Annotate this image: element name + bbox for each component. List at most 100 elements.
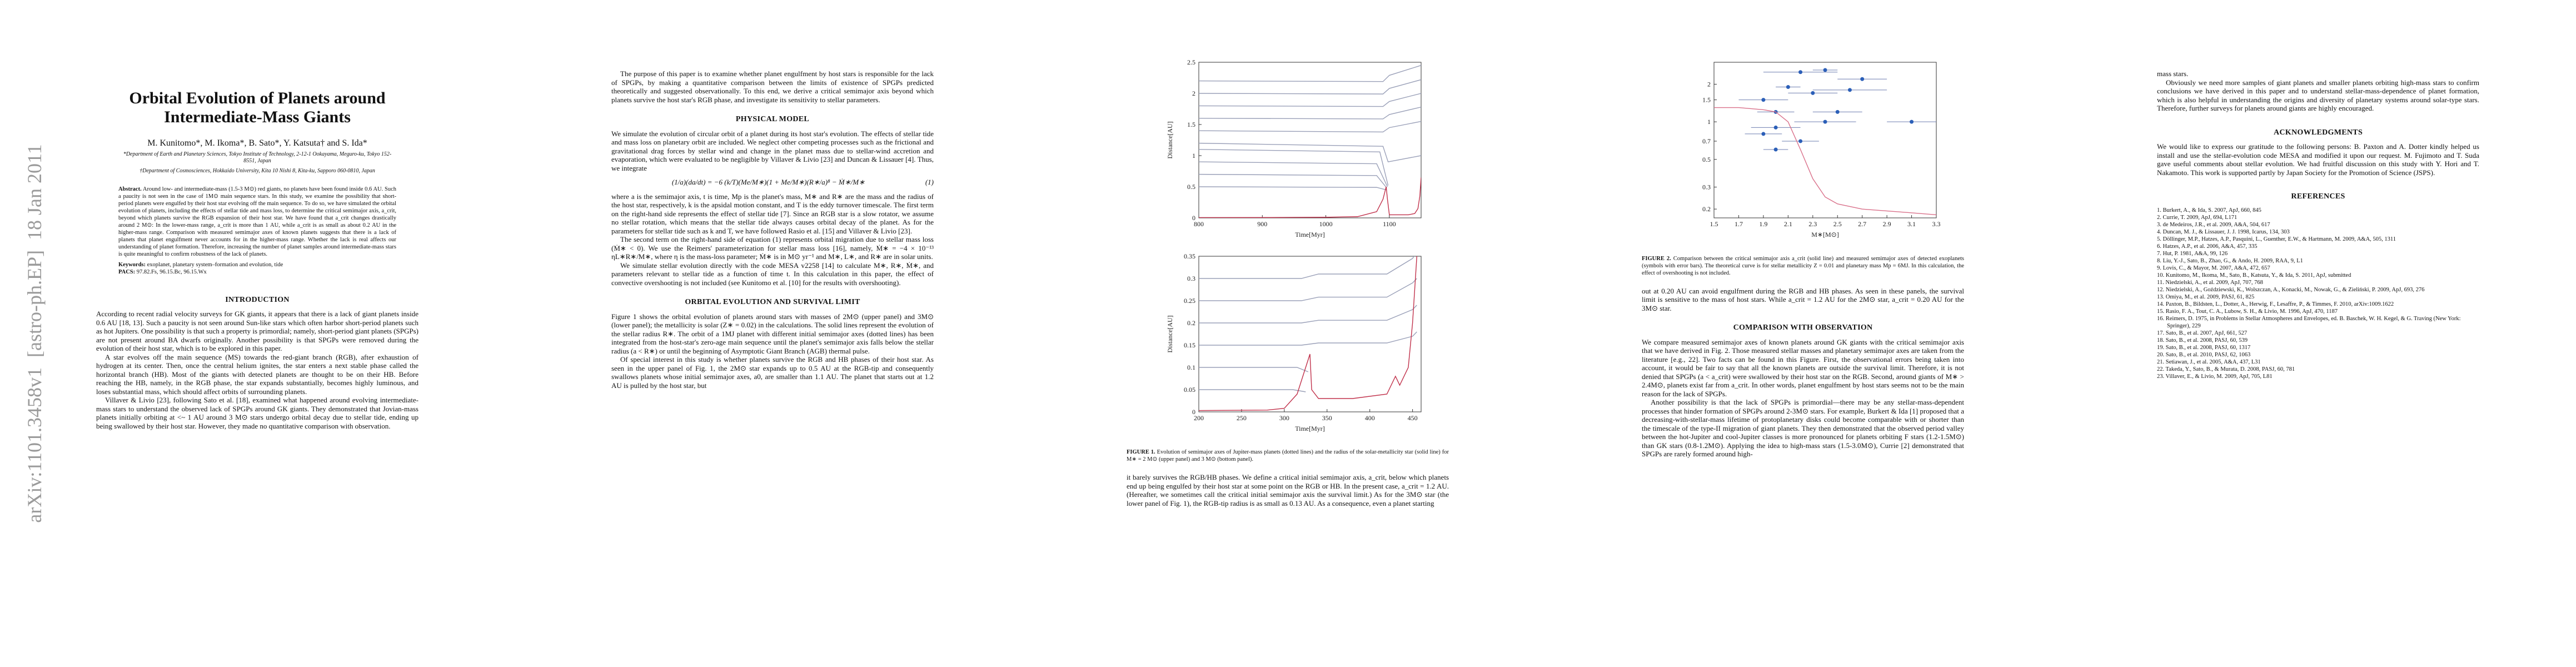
data-line xyxy=(1199,366,1309,372)
figure-caption: FIGURE 1. Evolution of semimajor axes of… xyxy=(1127,449,1449,463)
paragraph: it barely survives the RGB/HB phases. We… xyxy=(1127,473,1449,507)
y-tick-label: 1.5 xyxy=(1187,121,1195,128)
data-line xyxy=(1199,389,1306,392)
section-heading: COMPARISON WITH OBSERVATION xyxy=(1733,323,1873,332)
reference: 14. Paxton, B., Bildsten, L., Dotter, A.… xyxy=(2157,301,2394,307)
reference: 10. Kunitomo, M., Ikoma, M., Sato, B., K… xyxy=(2157,272,2351,278)
paragraph: According to recent radial velocity surv… xyxy=(96,310,418,352)
x-tick-label: 900 xyxy=(1257,220,1267,228)
y-tick-label: 0.15 xyxy=(1184,341,1195,349)
x-tick-label: 1000 xyxy=(1319,220,1333,228)
arxiv-stamp: arXiv:1101.3458v1 [astro-ph.EP] 18 Jan 2… xyxy=(23,144,46,523)
plot-area xyxy=(1199,256,1418,411)
page-5: mass stars. Obviously we need more sampl… xyxy=(2157,69,2479,380)
y-tick-label: 0 xyxy=(1192,214,1195,222)
plot-frame xyxy=(1198,256,1422,412)
pacs-text: 97.82.Fs, 96.15.Bc, 96.15.Wx xyxy=(136,268,207,275)
reference: 3. de Medeiros, J.R., et al. 2009, A&A, … xyxy=(2157,221,2270,228)
data-line xyxy=(1199,256,1418,411)
paragraph: We would like to express our gratitude t… xyxy=(2157,142,2479,177)
y-tick-label: 0.5 xyxy=(1187,183,1195,191)
reference: 18. Sato, B., et al. 2008, PASJ, 60, 539 xyxy=(2157,337,2248,344)
reference: 20. Sato, B., et al. 2010, PASJ, 62, 106… xyxy=(2157,351,2251,358)
y-axis-label: Distance[AU] xyxy=(1166,121,1174,158)
y-tick-label: 0.35 xyxy=(1184,252,1195,260)
data-line xyxy=(1199,142,1421,163)
paragraph: where a is the semimajor axis, t is time… xyxy=(611,192,934,235)
x-tick-label: 3.3 xyxy=(1932,220,1941,228)
figure-label: FIGURE 1. xyxy=(1127,449,1155,455)
x-tick-label: 1100 xyxy=(1383,220,1396,228)
y-tick-label: 2.5 xyxy=(1187,58,1195,66)
abstract-label: Abstract. xyxy=(118,186,142,192)
y-tick-label: 0.25 xyxy=(1184,297,1195,305)
data-line xyxy=(1199,93,1421,107)
page-1: Orbital Evolution of Planets around Inte… xyxy=(96,89,418,430)
y-tick-label: 0.2 xyxy=(1187,319,1195,327)
x-axis-label: Time[Myr] xyxy=(1295,231,1325,238)
section-heading: PHYSICAL MODEL xyxy=(735,115,810,123)
data-line xyxy=(1199,106,1421,120)
affiliation: *Department of Earth and Planetary Scien… xyxy=(123,151,392,164)
page-2: The purpose of this paper is to examine … xyxy=(611,69,934,390)
x-tick-label: 800 xyxy=(1194,220,1204,228)
reference: 1. Burkert, A., & Ida, S. 2007, ApJ, 660… xyxy=(2157,207,2261,213)
y-tick-label: 0.3 xyxy=(1187,275,1195,282)
x-tick-label: 250 xyxy=(1237,414,1247,422)
data-line xyxy=(1714,107,1936,216)
equation-body: (1/a)(da/dt) = −6 (k/T)(Me/M∗)(1 + Me/M∗… xyxy=(671,178,865,186)
figure-label: FIGURE 2. xyxy=(1642,255,1671,262)
y-tick-label: 0.3 xyxy=(1702,183,1711,191)
figure-panel: 200 250 300 350 400 450 0 0.05 0.1 0.15 0.2 0.25 0.3… xyxy=(1166,252,1422,432)
data-line xyxy=(1199,256,1415,279)
data-line xyxy=(1199,161,1388,187)
data-point xyxy=(1847,88,1852,92)
x-tick-label: 2.7 xyxy=(1858,220,1866,228)
x-tick-label: 2.3 xyxy=(1808,220,1817,228)
pacs-label: PACS: xyxy=(118,268,136,275)
reference: 9. Lovis, C., & Mayor, M. 2007, A&A, 472… xyxy=(2157,265,2270,271)
data-point xyxy=(1761,132,1766,136)
caption-text: Comparison between the critical semimajo… xyxy=(1642,255,1964,276)
data-point xyxy=(1910,120,1914,124)
paragraph: mass stars. xyxy=(2157,69,2189,78)
paragraph: Obviously we need more samples of giant … xyxy=(2157,78,2479,113)
paragraph: The second term on the right-hand side o… xyxy=(611,235,934,261)
data-point xyxy=(1761,98,1766,102)
reference: 5. Döllinger, M.P., Hatzes, A.P., Pasqui… xyxy=(2157,236,2396,242)
reference: 13. Omiya, M., et al. 2009, PASJ, 61, 82… xyxy=(2157,293,2255,300)
paragraph: We simulate the evolution of circular or… xyxy=(611,129,934,172)
section-heading: REFERENCES xyxy=(2291,192,2345,201)
data-line xyxy=(1199,79,1421,94)
reference: 16. Reimers, D. 1975, in Problems in Ste… xyxy=(2157,315,2461,329)
paragraph: Figure 1 shows the orbital evolution of … xyxy=(611,312,934,355)
x-tick-label: 2.1 xyxy=(1784,220,1792,228)
section-heading: ORBITAL EVOLUTION AND SURVIVAL LIMIT xyxy=(685,298,860,306)
affiliation: †Department of Cosmosciences, Hokkaido U… xyxy=(139,167,375,174)
reference-list: 1. Burkert, A., & Ida, S. 2007, ApJ, 660… xyxy=(2157,207,2479,380)
reference: 7. Hut, P. 1981, A&A, 99, 126 xyxy=(2157,250,2228,257)
reference: 2. Currie, T. 2009, ApJ, 694, L171 xyxy=(2157,214,2238,221)
data-line xyxy=(1199,64,1421,82)
data-point xyxy=(1798,139,1803,143)
data-point xyxy=(1823,68,1827,72)
data-point xyxy=(1823,120,1827,124)
caption-text: Evolution of semimajor axes of Jupiter-m… xyxy=(1127,449,1449,462)
figure-panel: 800 900 1000 1100 0 0.5 1 1.5 2 2.5 Time[Myr] Dista… xyxy=(1166,58,1422,238)
figure-caption: FIGURE 2. Comparison between the critica… xyxy=(1642,255,1964,277)
x-tick-label: 400 xyxy=(1365,414,1375,422)
y-tick-label: 2 xyxy=(1707,81,1711,88)
y-tick-label: 0.05 xyxy=(1184,386,1195,394)
data-point xyxy=(1811,91,1815,95)
data-line xyxy=(1199,186,1387,191)
abstract-text: Around low- and intermediate-mass (1.5-3… xyxy=(118,186,396,257)
section-heading: INTRODUCTION xyxy=(225,295,290,304)
data-line xyxy=(1199,121,1421,133)
reference: 6. Hatzes, A.P., et al. 2006, A&A, 457, … xyxy=(2157,243,2258,250)
x-tick-label: 1.9 xyxy=(1759,220,1767,228)
equation: (1/a)(da/dt) = −6 (k/T)(Me/M∗)(1 + Me/M∗… xyxy=(611,178,934,187)
paragraph: out at 0.20 AU can avoid engulfment duri… xyxy=(1642,286,1964,312)
reference: 17. Sato, B., et al. 2007, ApJ, 661, 527 xyxy=(2157,330,2248,336)
reference: 11. Niedzielski, A., et al. 2009, ApJ, 7… xyxy=(2157,279,2263,286)
keywords-label: Keywords: xyxy=(118,261,146,268)
